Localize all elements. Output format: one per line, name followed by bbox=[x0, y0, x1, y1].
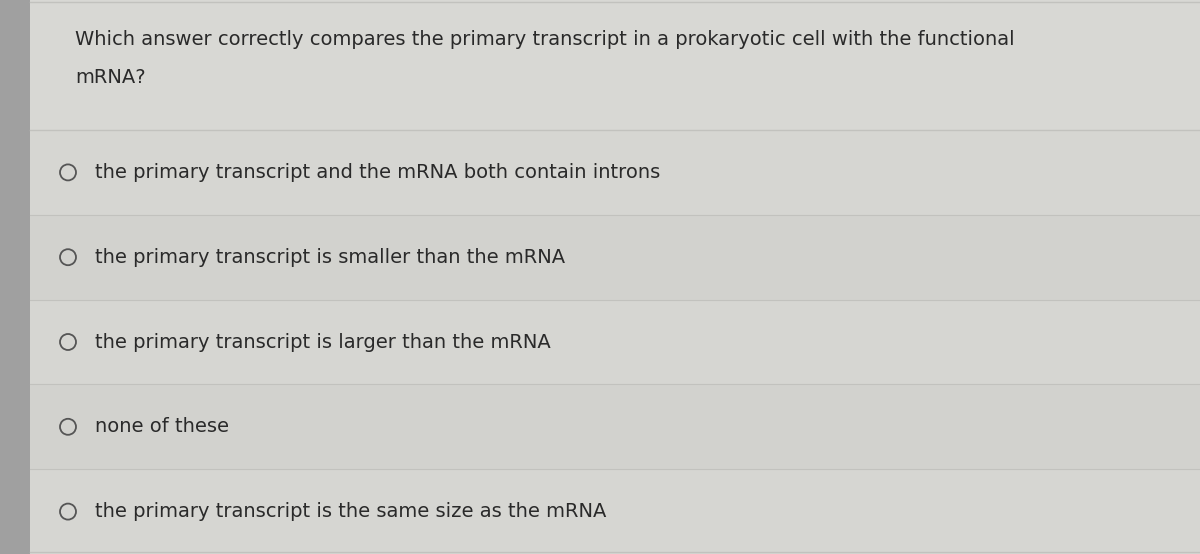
Text: the primary transcript is larger than the mRNA: the primary transcript is larger than th… bbox=[95, 332, 551, 351]
Bar bbox=[0, 0, 30, 554]
Text: the primary transcript is the same size as the mRNA: the primary transcript is the same size … bbox=[95, 502, 606, 521]
Bar bbox=[40, 0, 42, 554]
Bar bbox=[36, 0, 38, 554]
Bar bbox=[30, 384, 1200, 469]
Bar bbox=[30, 0, 1200, 130]
Text: none of these: none of these bbox=[95, 417, 229, 437]
Bar bbox=[30, 0, 32, 554]
Bar bbox=[30, 469, 1200, 554]
Bar bbox=[38, 0, 40, 554]
Bar bbox=[30, 300, 1200, 384]
Bar bbox=[34, 0, 36, 554]
Text: the primary transcript and the mRNA both contain introns: the primary transcript and the mRNA both… bbox=[95, 163, 660, 182]
Text: mRNA?: mRNA? bbox=[74, 68, 145, 87]
Text: Which answer correctly compares the primary transcript in a prokaryotic cell wit: Which answer correctly compares the prim… bbox=[74, 30, 1015, 49]
Bar bbox=[32, 0, 34, 554]
Bar bbox=[44, 0, 46, 554]
Bar bbox=[30, 215, 1200, 300]
Bar bbox=[30, 130, 1200, 215]
Text: the primary transcript is smaller than the mRNA: the primary transcript is smaller than t… bbox=[95, 248, 565, 266]
Bar bbox=[42, 0, 44, 554]
